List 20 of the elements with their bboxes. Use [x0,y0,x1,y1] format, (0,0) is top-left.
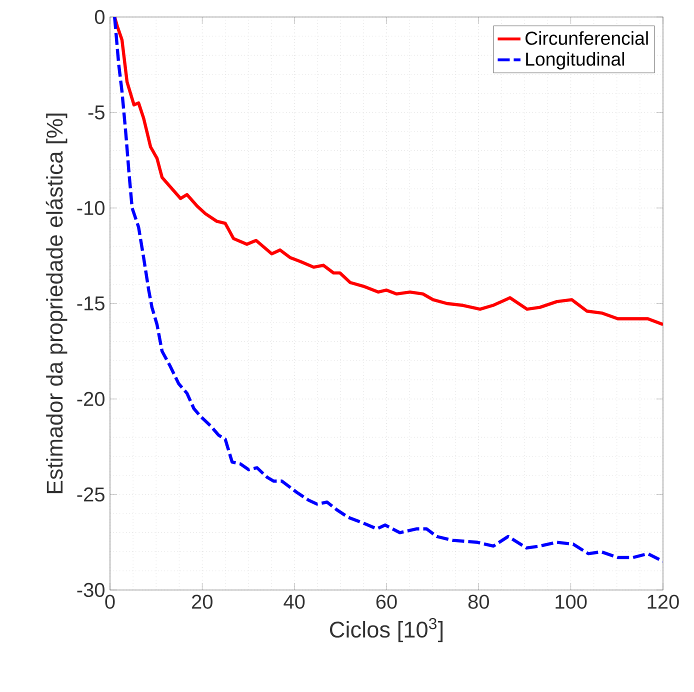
x-tick-label: 20 [192,594,212,609]
x-tick-label: 120 [648,594,679,609]
x-tick-label: 60 [376,594,397,609]
legend-label: Circunferencial [526,31,648,45]
y-tick-label: -25 [77,487,104,502]
x-axis-title: Ciclos [10$^{3}$] [330,618,443,642]
line-series [113,16,663,563]
x-tick-label: 100 [556,594,587,609]
y-tick-label: 0 [94,10,104,24]
x-tick-label: 0 [105,594,115,609]
y-tick-label: -20 [77,392,104,406]
y-tick-label: -5 [88,106,104,120]
legend-label: Longitudinal [526,52,624,70]
x-tick-label: 80 [468,594,489,609]
x-tick-label: 40 [284,594,305,609]
y-tick-label: -15 [77,296,104,310]
y-axis-title: Estimador da propriedade elástica [%] [46,114,68,494]
y-tick-label: -30 [77,582,104,598]
line-series [113,16,663,326]
y-tick-label: -10 [77,200,104,216]
